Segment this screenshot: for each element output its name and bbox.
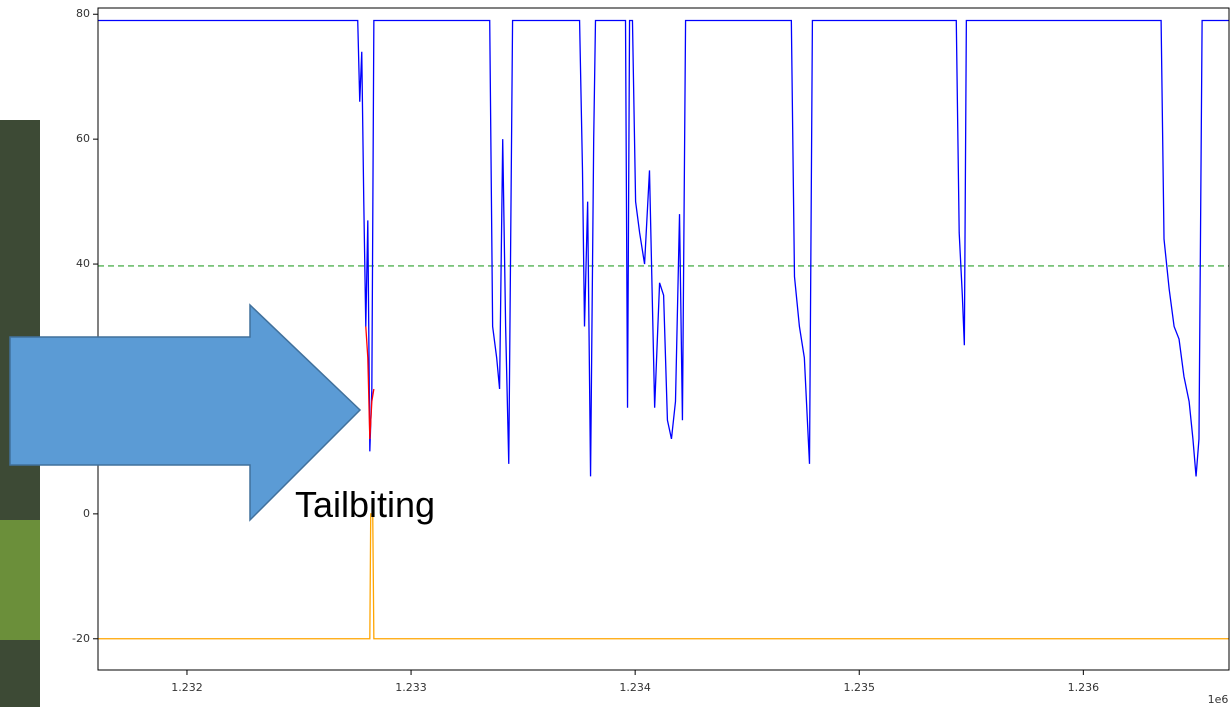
x-tick-label: 1.236 [1068,681,1100,694]
x-tick-label: 1.232 [171,681,203,694]
series-line [98,514,1229,639]
x-tick-label: 1.235 [843,681,875,694]
y-tick-label: 60 [76,132,90,145]
x-tick-label: 1.233 [395,681,427,694]
x-tick-label: 1.234 [619,681,651,694]
y-tick-label: 40 [76,257,90,270]
y-tick-label: -20 [72,632,90,645]
photo-sliver-green [0,520,40,640]
annotation: Tailbiting [295,484,435,525]
slide: -200204060801.2321.2331.2341.2351.236 Ta… [0,0,1230,707]
y-tick-label: 80 [76,7,90,20]
x-offset-label: 1e6 [1208,693,1229,706]
y-tick-label: 0 [83,507,90,520]
